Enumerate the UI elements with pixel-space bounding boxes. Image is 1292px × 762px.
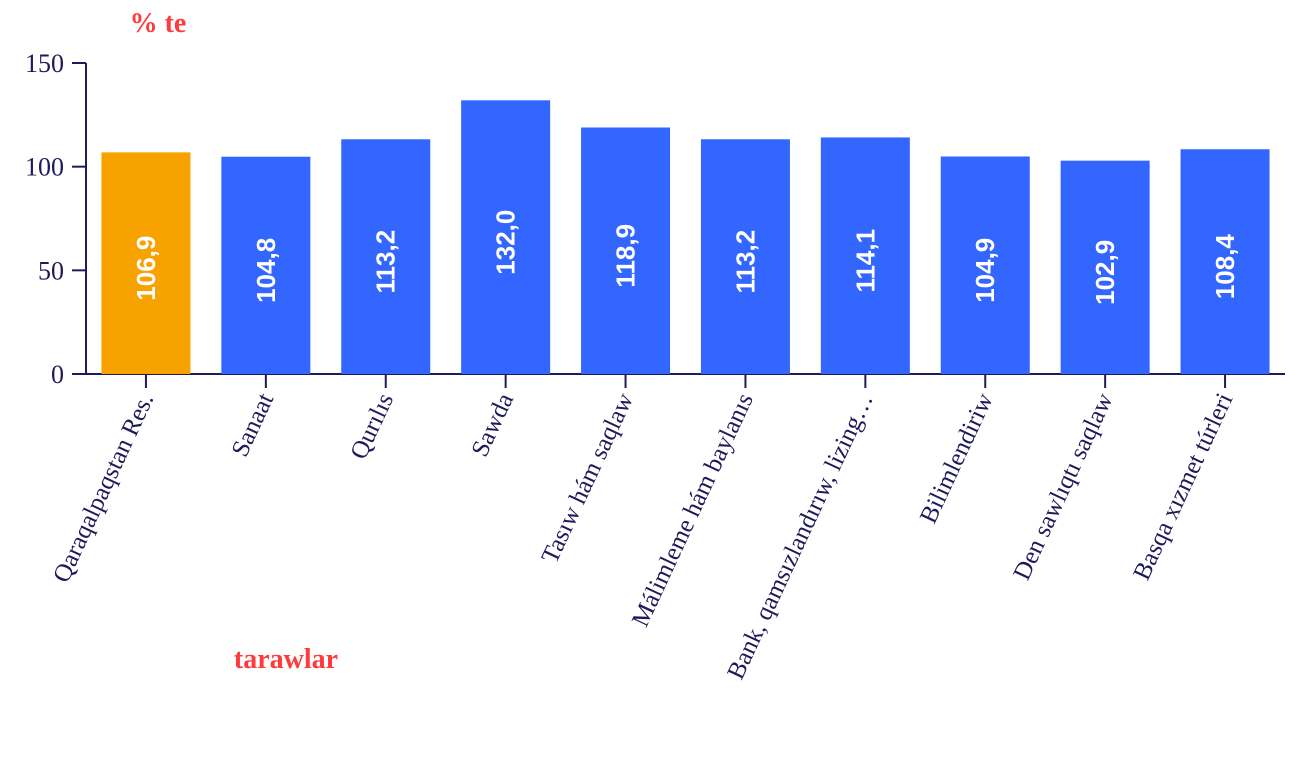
bar-value-label: 108,4 [1210,234,1240,300]
x-tick-label: Sanaat [227,389,280,461]
bar-value-label: 106,9 [131,236,161,301]
bar [341,139,431,374]
x-tick-label: Tasıw hám saqlaw [537,389,639,567]
x-tick-label: Qurılıs [345,389,399,463]
bar-value-label: 113,2 [730,230,760,294]
y-tick-label: 0 [51,360,64,389]
x-tick-label: Sawda [466,389,519,461]
x-tick-label: Qaraqalpaqstan Res. [48,389,159,587]
x-tick-label: Basqa xızmet túrleri [1128,389,1238,584]
x-tick-label: Bank, qamsızlandırıw, lizing… [722,389,878,683]
bar-value-label: 104,8 [251,238,281,303]
bar-value-label: 118,9 [611,224,641,288]
bar-value-label: 113,2 [371,230,401,294]
bar [221,156,311,374]
bar [101,152,191,374]
bar-value-label: 132,0 [491,210,521,275]
bar [820,137,910,374]
x-axis-title: tarawlar [234,644,338,675]
y-axis-title: % te [130,8,187,39]
bar-value-label: 102,9 [1090,240,1120,305]
x-tick-label: Málimleme hám baylanıs [627,389,759,631]
bar-value-label: 114,1 [850,229,880,293]
x-tick-label: Bilimlendiriw [915,389,999,528]
y-tick-label: 100 [25,153,64,182]
y-tick-label: 50 [38,256,64,285]
bar [700,139,790,374]
y-tick-label: 150 [25,49,64,78]
bar [940,156,1030,374]
bar [581,127,671,374]
bar [1180,149,1270,374]
bar [1060,160,1150,374]
bar [461,100,551,374]
x-tick-label: Den sawlıqtı saqlaw [1008,389,1118,584]
bar-value-label: 104,9 [970,238,1000,303]
